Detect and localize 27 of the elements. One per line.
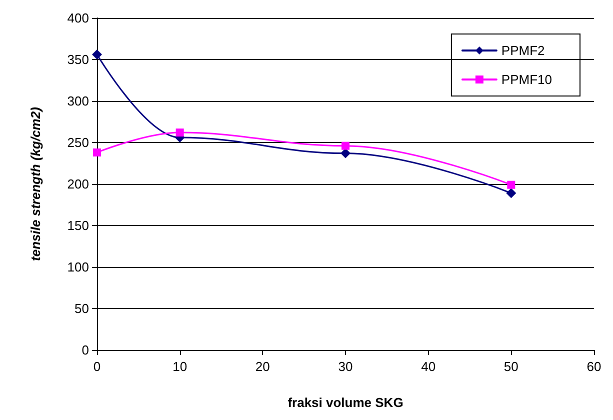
x-tick-label: 0 bbox=[93, 359, 101, 374]
x-tick-label: 40 bbox=[421, 359, 436, 374]
y-tick-label: 400 bbox=[67, 10, 89, 26]
point bbox=[92, 50, 102, 60]
x-tick-label: 10 bbox=[172, 359, 188, 374]
x-tick-label: 60 bbox=[586, 359, 602, 374]
point bbox=[176, 128, 184, 137]
x-tick-label: 30 bbox=[338, 359, 353, 374]
x-axis-title: fraksi volume SKG bbox=[288, 395, 404, 410]
y-axis-title: tensile strength (kg/cm2) bbox=[28, 107, 43, 261]
y-tick-label: 0 bbox=[82, 342, 89, 358]
y-tick-label: 200 bbox=[67, 176, 89, 192]
y-tick-label: 150 bbox=[67, 218, 89, 233]
legend-label: PPMF10 bbox=[501, 72, 552, 87]
point bbox=[506, 188, 516, 198]
point bbox=[507, 180, 516, 189]
y-tick-label: 250 bbox=[67, 135, 89, 150]
x-tick-label: 20 bbox=[255, 359, 270, 374]
y-tick-label: 100 bbox=[67, 260, 89, 274]
legend-label: PPMF2 bbox=[501, 43, 545, 58]
y-tick-label: 350 bbox=[67, 52, 89, 67]
point bbox=[342, 142, 350, 150]
point bbox=[93, 148, 101, 156]
point bbox=[340, 148, 350, 158]
x-tick-label: 50 bbox=[504, 359, 518, 374]
y-tick-label: 300 bbox=[67, 94, 89, 108]
y-tick-label: 50 bbox=[74, 301, 89, 316]
